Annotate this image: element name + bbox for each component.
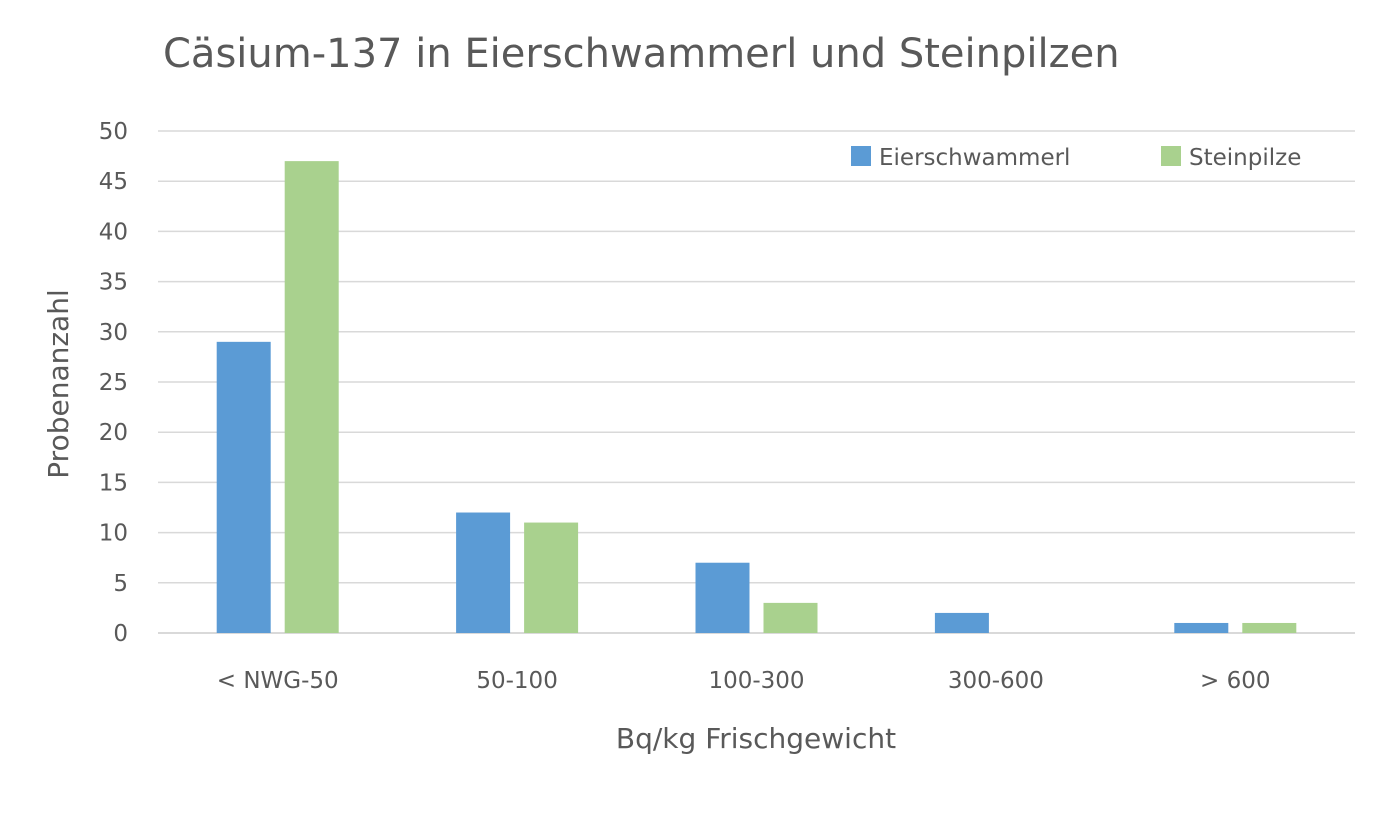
bar-eierschwammerl-3 <box>934 612 989 633</box>
y-axis-label: Probenanzahl <box>42 289 75 478</box>
chart-title: Cäsium-137 in Eierschwammerl und Steinpi… <box>163 31 1120 77</box>
y-tick-label: 40 <box>99 219 128 245</box>
bar-steinpilze-0 <box>284 161 339 633</box>
legend-swatch-eierschwammerl <box>851 146 871 166</box>
y-tick-label: 5 <box>113 571 128 597</box>
bar-eierschwammerl-2 <box>695 562 750 633</box>
y-axis-ticks: 0 5 10 15 20 25 30 35 40 45 50 <box>99 119 128 647</box>
bar-eierschwammerl-0 <box>216 341 271 633</box>
x-axis-ticks: < NWG-50 50-100 100-300 300-600 > 600 <box>217 668 1271 694</box>
y-tick-label: 30 <box>99 320 128 346</box>
x-axis-label: Bq/kg Frischgewicht <box>616 722 896 755</box>
y-tick-label: 45 <box>99 169 128 195</box>
bar-eierschwammerl-4 <box>1174 622 1229 633</box>
legend-swatch-steinpilze <box>1161 146 1181 166</box>
x-tick-label: 100-300 <box>708 668 804 694</box>
bar-eierschwammerl-1 <box>456 512 511 633</box>
y-tick-label: 35 <box>99 270 128 296</box>
x-tick-label: < NWG-50 <box>217 668 339 694</box>
x-tick-label: > 600 <box>1200 668 1270 694</box>
legend-label-eierschwammerl: Eierschwammerl <box>879 145 1070 171</box>
x-tick-label: 50-100 <box>476 668 557 694</box>
y-tick-label: 10 <box>99 521 128 547</box>
x-tick-label: 300-600 <box>948 668 1044 694</box>
bars <box>216 161 1297 633</box>
bar-steinpilze-4 <box>1242 622 1297 633</box>
legend: Eierschwammerl Steinpilze <box>851 145 1301 171</box>
gridlines <box>158 130 1355 634</box>
y-tick-label: 25 <box>99 370 128 396</box>
bar-steinpilze-2 <box>763 602 818 633</box>
legend-label-steinpilze: Steinpilze <box>1189 145 1301 171</box>
y-tick-label: 15 <box>99 470 128 496</box>
y-tick-label: 20 <box>99 420 128 446</box>
bar-steinpilze-1 <box>524 522 579 633</box>
y-tick-label: 0 <box>113 621 128 647</box>
y-tick-label: 50 <box>99 119 128 145</box>
